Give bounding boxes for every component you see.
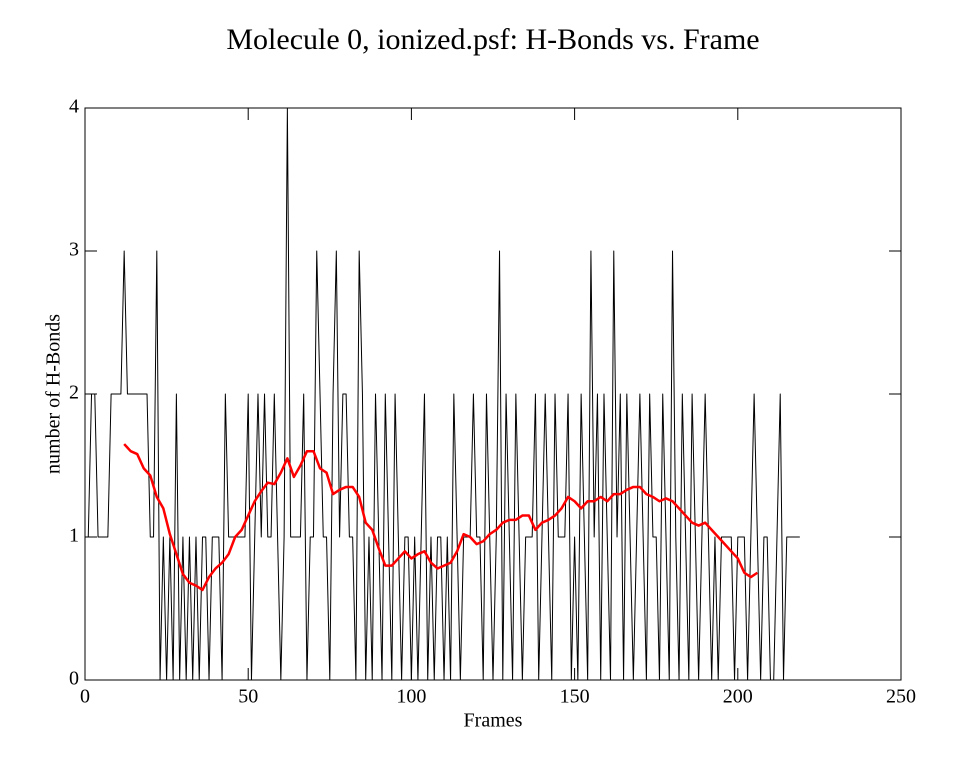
y-axis-label: number of H-Bonds [43, 314, 65, 474]
x-tick-label: 0 [80, 686, 90, 708]
y-tick-label: 3 [69, 239, 79, 261]
chart-title: Molecule 0, ionized.psf: H-Bonds vs. Fra… [226, 23, 759, 56]
x-axis-label: Frames [464, 710, 523, 732]
x-tick-label: 200 [723, 686, 753, 708]
x-tick-label: 250 [886, 686, 916, 708]
y-tick-label: 2 [69, 382, 79, 404]
series-line [85, 107, 800, 681]
x-tick-label: 50 [238, 686, 258, 708]
x-tick-label: 100 [396, 686, 426, 708]
x-tick-label: 150 [560, 686, 590, 708]
y-tick-label: 4 [69, 96, 79, 118]
series-line [123, 443, 759, 592]
y-tick-label: 1 [69, 525, 79, 547]
y-tick-label: 0 [69, 668, 79, 690]
